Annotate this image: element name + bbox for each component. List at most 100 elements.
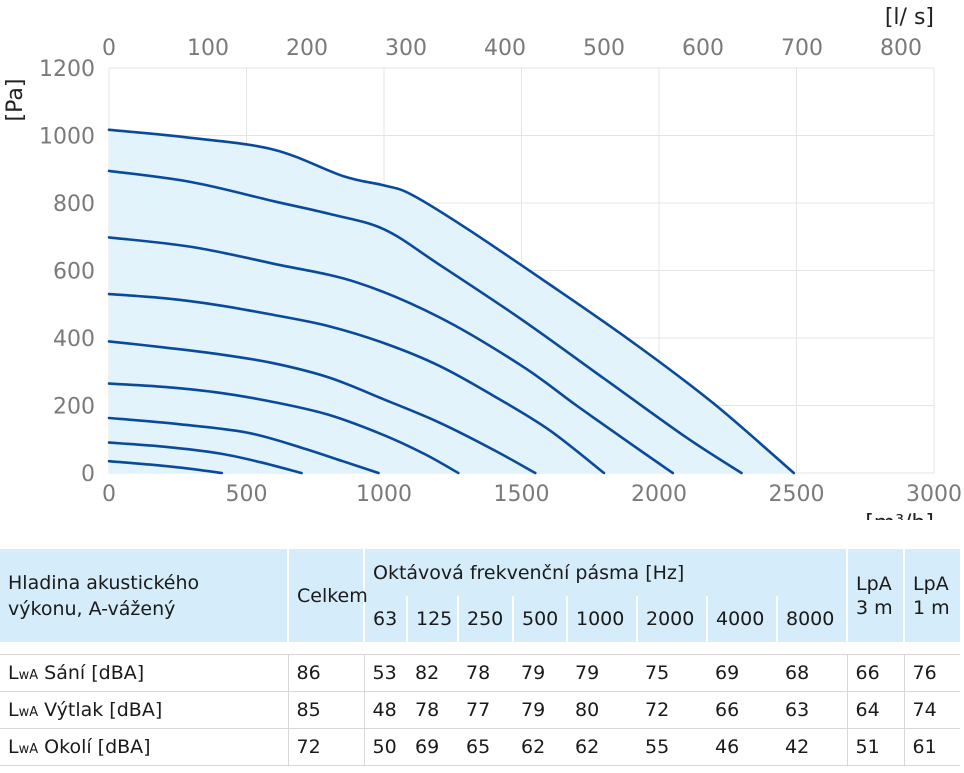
y-tick-label: 1000 [39, 125, 95, 150]
performance-curve [107, 340, 537, 475]
cell-band: 53 [363, 654, 407, 692]
fan-performance-chart: 0 500 1000 1500 2000 2500 3000 0 100 200 300 400 50… [3, 5, 962, 520]
header-lpa3-line1: LpA [856, 572, 892, 595]
header-band: 250 [457, 596, 513, 642]
cell-band: 78 [407, 691, 458, 729]
performance-curve [107, 128, 796, 475]
performance-curve [107, 416, 380, 475]
cell-total: 86 [287, 654, 364, 692]
cell-band: 82 [407, 654, 458, 692]
cell-band: 78 [458, 654, 513, 692]
row-label: LwA Výtlak [dBA] [0, 691, 288, 729]
cell-band: 55 [637, 728, 707, 766]
x-tick-label: 3000 [906, 482, 962, 507]
spacer-row [0, 642, 961, 655]
x2-axis-unit: [l/ s] [885, 5, 934, 30]
cell-band: 66 [707, 691, 777, 729]
performance-curve [107, 441, 303, 475]
x2-tick-labels: 0 100 200 300 400 500 600 700 800 [102, 36, 922, 61]
y-tick-labels: 0 200 400 600 800 1000 1200 [39, 57, 95, 487]
performance-curves [107, 128, 796, 475]
cell-lpa3: 66 [846, 654, 905, 692]
cell-lpa3: 51 [846, 728, 905, 766]
cell-band: 48 [363, 691, 407, 729]
header-lpa3: LpA 3 m [846, 549, 905, 642]
x2-tick-label: 400 [484, 36, 526, 61]
header-total: Celkem [287, 549, 368, 642]
table-row: LwA Sání [dBA] 86 53 82 78 79 79 75 69 6… [0, 654, 961, 692]
row-label: LwA Okolí [dBA] [0, 728, 288, 766]
x-tick-label: 2000 [631, 482, 687, 507]
cell-band: 72 [637, 691, 707, 729]
x-tick-label: 0 [102, 482, 116, 507]
header-band: 500 [512, 596, 567, 642]
header-band: 125 [406, 596, 458, 642]
cell-band: 63 [777, 691, 848, 729]
header-band: 63 [363, 596, 407, 642]
cell-total: 85 [287, 691, 364, 729]
header-lpa1-line2: 1 m [913, 596, 950, 619]
x-tick-label: 500 [226, 482, 268, 507]
header-label-line1: Hladina akustického [8, 571, 200, 594]
cell-band: 42 [777, 728, 848, 766]
x-axis-unit: [m³/h] [865, 511, 934, 520]
cell-band: 46 [707, 728, 777, 766]
y-tick-label: 200 [53, 395, 95, 420]
x2-tick-label: 0 [102, 36, 116, 61]
cell-band: 50 [363, 728, 407, 766]
header-lpa1: LpA 1 m [903, 549, 961, 642]
x2-tick-label: 100 [187, 36, 229, 61]
header-bands-title: Oktávová frekvenční pásma [Hz] [362, 549, 848, 596]
cell-total: 72 [287, 728, 364, 766]
y-tick-label: 600 [53, 260, 95, 285]
performance-curve [107, 459, 224, 475]
cell-band: 69 [407, 728, 458, 766]
y-tick-label: 0 [81, 462, 95, 487]
cell-band: 65 [458, 728, 513, 766]
cell-band: 80 [567, 691, 637, 729]
y-axis-unit: [Pa] [3, 79, 28, 122]
performance-curve [107, 169, 743, 475]
x2-tick-label: 600 [682, 36, 724, 61]
cell-lpa1: 76 [903, 654, 961, 692]
x-tick-label: 1000 [356, 482, 412, 507]
acoustic-table-wrapper: Hladina akustického výkonu, A-vážený Cel… [0, 549, 964, 766]
y-tick-label: 1200 [39, 57, 95, 82]
x2-tick-label: 300 [385, 36, 427, 61]
y-tick-label: 400 [53, 327, 95, 352]
acoustic-table: Hladina akustického výkonu, A-vážený Cel… [0, 549, 961, 766]
performance-curve [107, 382, 460, 475]
cell-lpa1: 61 [903, 728, 961, 766]
cell-band: 69 [707, 654, 777, 692]
x-tick-label: 2500 [769, 482, 825, 507]
cell-band: 62 [567, 728, 637, 766]
header-label: Hladina akustického výkonu, A-vážený [0, 549, 288, 642]
x2-tick-label: 500 [583, 36, 625, 61]
cell-band: 79 [567, 654, 637, 692]
cell-band: 79 [513, 654, 567, 692]
table-row: LwA Výtlak [dBA] 85 48 78 77 79 80 72 66… [0, 691, 961, 729]
table-row: LwA Okolí [dBA] 72 50 69 65 62 62 55 46 … [0, 728, 961, 766]
header-lpa1-line1: LpA [913, 572, 949, 595]
cell-band: 75 [637, 654, 707, 692]
x2-tick-label: 200 [286, 36, 328, 61]
header-band: 1000 [566, 596, 637, 642]
header-label-line2: výkonu, A-vážený [8, 597, 176, 620]
cell-band: 77 [458, 691, 513, 729]
cell-band: 79 [513, 691, 567, 729]
row-label: LwA Sání [dBA] [0, 654, 288, 692]
x2-tick-label: 700 [781, 36, 823, 61]
header-band: 2000 [636, 596, 707, 642]
x-tick-label: 1500 [494, 482, 550, 507]
cell-lpa1: 74 [903, 691, 961, 729]
y-tick-label: 800 [53, 192, 95, 217]
cell-lpa3: 64 [846, 691, 905, 729]
x-tick-labels: 0 500 1000 1500 2000 2500 3000 [102, 482, 962, 507]
x2-tick-label: 800 [880, 36, 922, 61]
cell-band: 68 [777, 654, 848, 692]
header-band: 8000 [775, 596, 848, 642]
performance-curve [107, 236, 675, 475]
performance-curve [107, 292, 606, 475]
operating-area [109, 129, 794, 474]
cell-band: 62 [513, 728, 567, 766]
